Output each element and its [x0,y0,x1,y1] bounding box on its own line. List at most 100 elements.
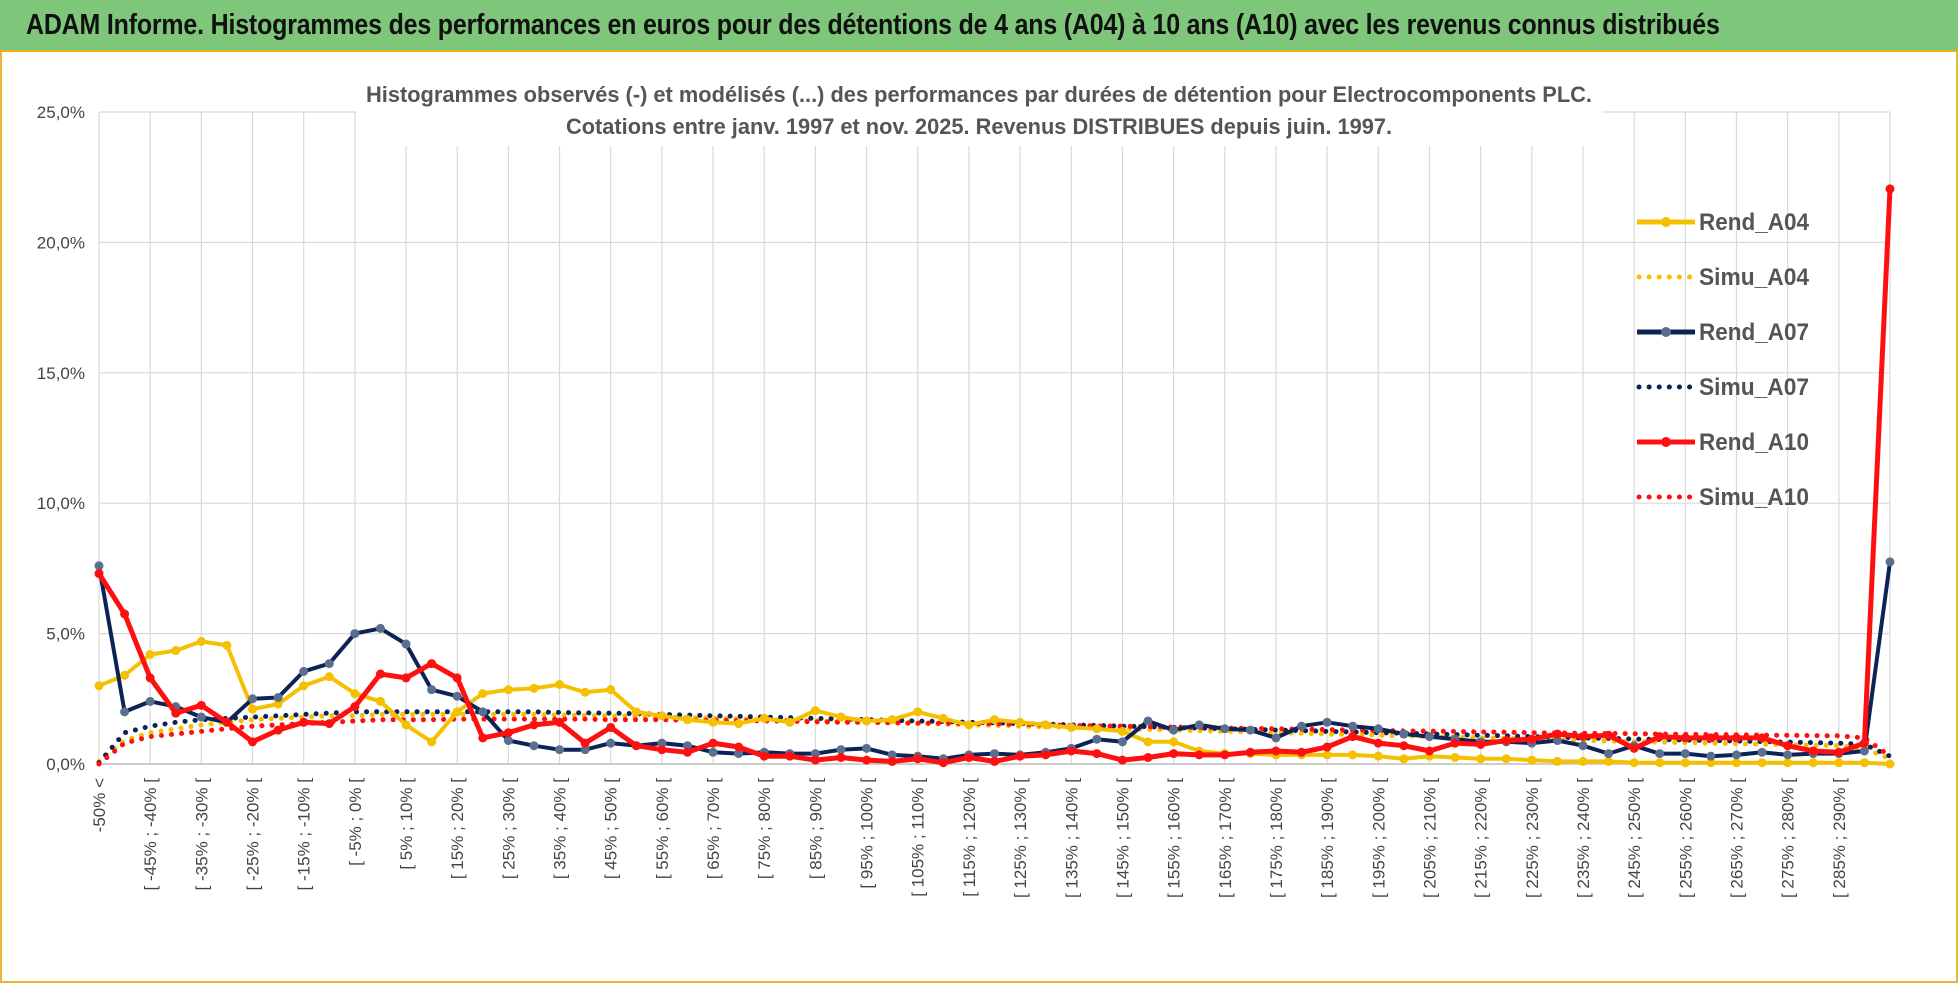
data-point [350,629,360,639]
x-tick-label: [ 175% ; 180% [ [1267,778,1286,898]
data-point [478,689,488,699]
data-point [1117,737,1127,747]
data-point [1885,184,1895,194]
legend-marker [1661,327,1671,337]
data-point [1169,737,1179,747]
data-point [1885,759,1895,769]
data-point [1501,736,1511,746]
data-point [120,670,130,680]
data-point [120,707,130,717]
legend: Rend_A04 Simu_A04 Rend_A07 Simu_A07 Rend_A10… [1636,209,1810,511]
data-point [682,715,692,725]
data-point [299,681,309,691]
data-point [273,725,283,735]
data-point [606,685,616,695]
data-point [1143,716,1153,726]
data-point [1885,557,1895,567]
data-point [1578,756,1588,766]
x-tick-label: [ 125% ; 130% [ [1011,778,1030,898]
data-point [1015,751,1025,761]
data-point [1169,749,1179,759]
data-point [1143,737,1153,747]
data-point [350,702,360,712]
data-point [1066,722,1076,732]
data-point [145,673,155,683]
data-point [1629,743,1639,753]
data-point [555,679,565,689]
x-tick-label: [ 85% ; 90% [ [806,778,825,879]
x-tick-label: [ -45% ; -40% [ [141,778,160,891]
x-tick-label: [ 285% ; 290% [ [1830,778,1849,898]
data-point [222,640,232,650]
data-point [1757,747,1767,757]
data-point [1220,750,1230,760]
data-point [1527,734,1537,744]
data-point [324,659,334,669]
data-point [1194,720,1204,730]
data-point [810,755,820,765]
data-point [375,696,385,706]
x-tick-label: [ 65% ; 70% [ [704,778,723,879]
data-point [375,623,385,633]
data-point [836,712,846,722]
data-point [171,708,181,718]
data-point [734,742,744,752]
data-point [810,706,820,716]
data-point [401,639,411,649]
data-point [145,649,155,659]
data-point [222,717,232,727]
gridlines [98,111,1891,765]
y-tick-label: 10,0% [37,494,85,513]
x-tick-label: [ 185% ; 190% [ [1318,778,1337,898]
series-simu-a04 [96,711,1893,764]
data-point [94,561,104,571]
data-point [759,713,769,723]
data-point [1552,736,1562,746]
chart-title-line1: Histogrammes observés (-) et modélisés (… [366,82,1592,107]
data-point [938,713,948,723]
data-point [708,747,718,757]
data-point [682,747,692,757]
data-point [1194,750,1204,760]
data-point [990,749,999,759]
data-point [171,646,181,656]
legend-marker [1661,437,1671,447]
data-point [1348,732,1358,742]
x-tick-label: [ 255% ; 260% [ [1676,778,1695,898]
data-point [1757,758,1767,768]
data-point [1271,746,1281,756]
y-tick-label: 5,0% [46,625,85,644]
data-point [1655,758,1665,768]
x-tick-label: [ 35% ; 40% [ [551,778,570,879]
data-point [94,569,104,579]
x-tick-label: [ 5% ; 10% [ [397,778,416,870]
data-point [273,699,283,709]
data-point [1373,751,1383,761]
series-rend-a10 [94,184,1895,768]
data-point [785,751,795,761]
data-point [887,750,897,760]
data-point [1706,758,1716,768]
series-line [96,711,1893,764]
data-point [657,745,667,755]
data-point [196,700,206,710]
data-point [1808,758,1818,768]
data-point [478,733,488,743]
chart-title-background [357,74,1602,146]
x-tick-label: [ 215% ; 220% [ [1472,778,1491,898]
data-point [1783,758,1793,768]
data-point [1604,730,1614,740]
data-point [196,712,206,722]
data-point [1399,741,1409,751]
data-point [1706,751,1716,761]
x-tick-label: [ -35% ; -30% [ [192,778,211,891]
data-point [248,737,258,747]
data-point [1348,721,1358,731]
data-point [1783,750,1793,760]
data-point [887,715,897,725]
data-point [631,707,641,717]
data-point [1783,741,1793,751]
data-point [913,707,923,717]
data-point [1680,758,1690,768]
data-point [1117,726,1127,736]
